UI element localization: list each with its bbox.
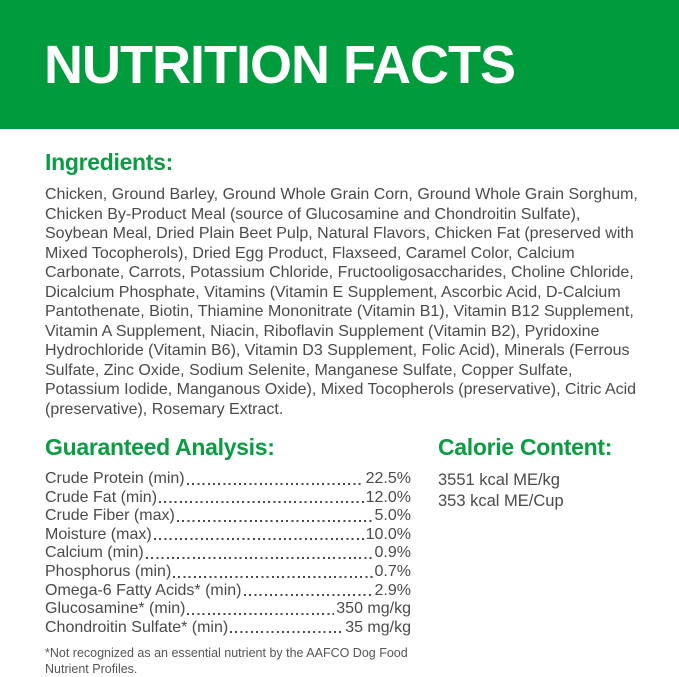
- analysis-label: Omega-6 Fatty Acids* (min): [45, 581, 242, 599]
- dotted-leader: [176, 519, 373, 522]
- analysis-value: 22.5%: [365, 470, 411, 487]
- analysis-row-omega6: Omega-6 Fatty Acids* (min) 2.9%: [45, 582, 411, 601]
- dotted-leader: [145, 556, 373, 559]
- analysis-value: 12.0%: [365, 488, 411, 506]
- analysis-value: 2.9%: [374, 581, 411, 599]
- calorie-values: 3551 kcal ME/kg 353 kcal ME/Cup: [438, 470, 612, 512]
- dotted-leader: [186, 482, 364, 485]
- calorie-per-cup: 353 kcal ME/Cup: [438, 492, 564, 510]
- analysis-label: Crude Fiber (max): [45, 507, 175, 525]
- analysis-row-crude-fat: Crude Fat (min) 12.0%: [45, 489, 411, 508]
- analysis-value: 35 mg/kg: [345, 618, 411, 636]
- guaranteed-analysis-section: Guaranteed Analysis: Crude Protein (min)…: [45, 434, 411, 677]
- dotted-leader: [159, 501, 364, 504]
- calorie-per-kg: 3551 kcal ME/kg: [438, 471, 560, 489]
- analysis-row-chondroitin: Chondroitin Sulfate* (min) 35 mg/kg: [45, 619, 411, 638]
- analysis-value: 0.9%: [374, 544, 411, 562]
- analysis-label: Glucosamine* (min): [45, 600, 186, 618]
- analysis-row-phosphorus: Phosphorus (min) 0.7%: [45, 563, 411, 582]
- analysis-label: Calcium (min): [45, 544, 144, 562]
- analysis-label: Crude Protein (min): [45, 470, 185, 487]
- ingredients-text: Chicken, Ground Barley, Ground Whole Gra…: [45, 186, 638, 418]
- analysis-label: Chondroitin Sulfate* (min): [45, 618, 229, 636]
- analysis-table: Crude Protein (min) 22.5% Crude Fat (min…: [45, 470, 411, 637]
- guaranteed-analysis-heading: Guaranteed Analysis:: [45, 434, 275, 460]
- analysis-row-glucosamine: Glucosamine* (min) 350 mg/kg: [45, 600, 411, 619]
- analysis-value: 5.0%: [374, 507, 411, 525]
- analysis-value: 350 mg/kg: [336, 600, 411, 618]
- dotted-leader: [243, 594, 373, 597]
- analysis-value: 10.0%: [365, 525, 411, 543]
- calorie-content-section: Calorie Content: 3551 kcal ME/kg 353 kca…: [438, 434, 612, 677]
- ingredients-section: Ingredients: Chicken, Ground Barley, Gro…: [45, 149, 645, 419]
- analysis-label: Phosphorus (min): [45, 562, 172, 580]
- dotted-leader: [230, 631, 344, 634]
- aafco-footnote: *Not recognized as an essential nutrient…: [45, 646, 408, 676]
- analysis-row-crude-fiber: Crude Fiber (max) 5.0%: [45, 507, 411, 526]
- calorie-content-heading: Calorie Content:: [438, 434, 613, 460]
- analysis-label: Crude Fat (min): [45, 488, 158, 506]
- lower-columns: Guaranteed Analysis: Crude Protein (min)…: [45, 434, 645, 677]
- dotted-leader: [187, 612, 335, 615]
- ingredients-heading: Ingredients:: [45, 149, 174, 175]
- header-band: NUTRITION FACTS: [0, 0, 679, 129]
- dotted-leader: [173, 575, 373, 578]
- analysis-row-crude-protein: Crude Protein (min) 22.5%: [45, 470, 411, 489]
- analysis-row-calcium: Calcium (min) 0.9%: [45, 544, 411, 563]
- label-content: Ingredients: Chicken, Ground Barley, Gro…: [0, 129, 679, 677]
- analysis-row-moisture: Moisture (max) 10.0%: [45, 526, 411, 545]
- analysis-label: Moisture (max): [45, 525, 152, 543]
- dotted-leader: [153, 538, 364, 541]
- page-title: NUTRITION FACTS: [44, 34, 516, 95]
- analysis-value: 0.7%: [374, 562, 411, 580]
